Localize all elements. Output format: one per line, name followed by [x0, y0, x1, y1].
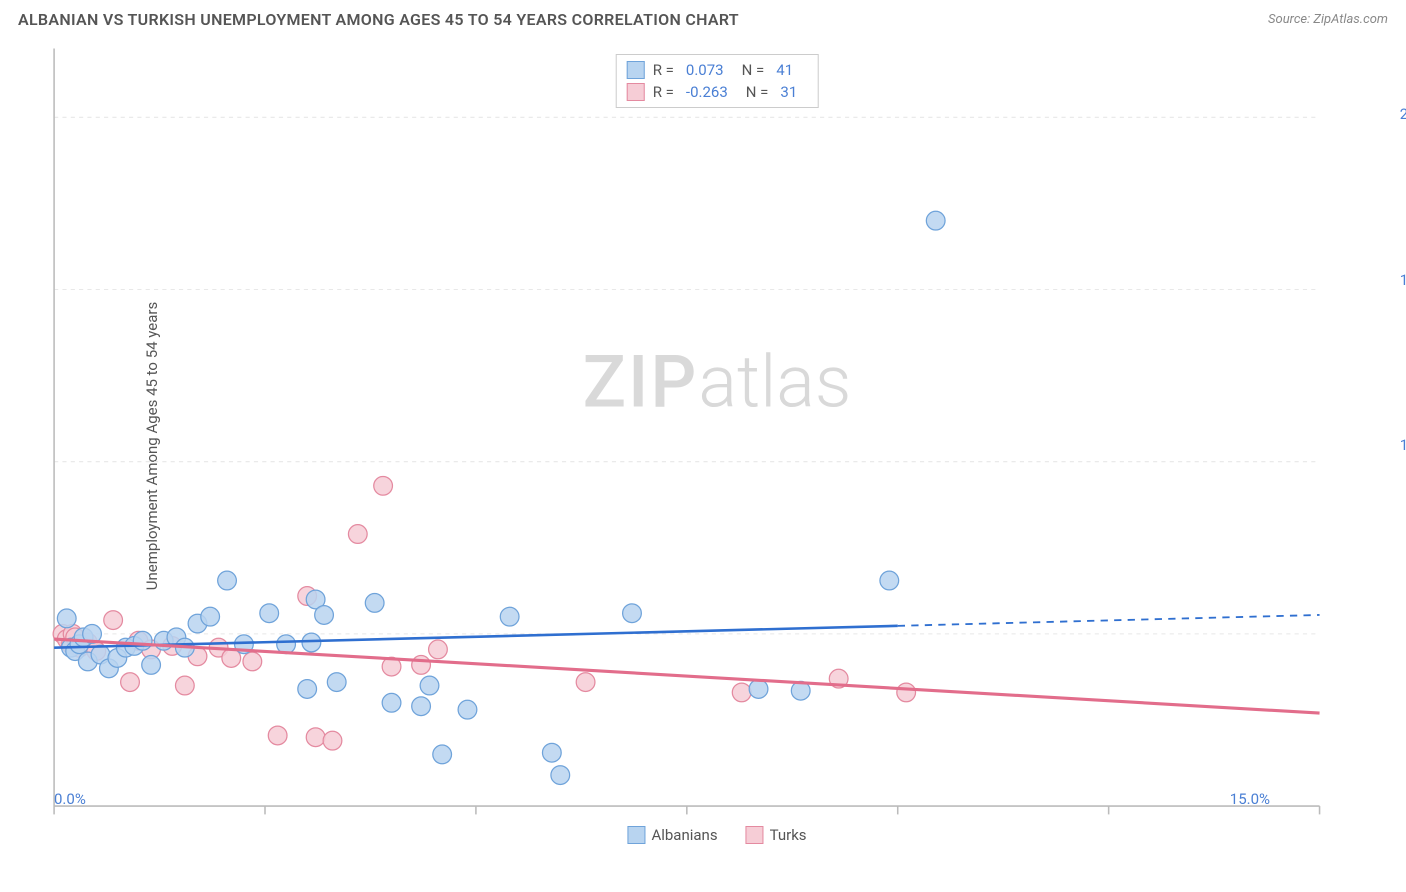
y-tick-label: 20.0%	[1400, 105, 1406, 123]
legend-item-albanians: Albanians	[627, 826, 717, 844]
chart-title: ALBANIAN VS TURKISH UNEMPLOYMENT AMONG A…	[18, 10, 739, 29]
legend-top: R = 0.073 N = 41 R = -0.263 N = 31	[616, 54, 819, 108]
swatch-albanians-bottom	[627, 826, 645, 844]
chart-area: ZIPatlas R = 0.073 N = 41 R = -0.263 N =…	[52, 46, 1382, 846]
scatter-plot	[52, 46, 1382, 846]
swatch-turks	[627, 83, 645, 101]
y-tick-label: 15.0%	[1400, 271, 1406, 289]
n-value-albanians: 41	[776, 61, 793, 79]
swatch-turks-bottom	[746, 826, 764, 844]
legend-row-turks: R = -0.263 N = 31	[627, 81, 808, 103]
y-tick-label: 10.0%	[1400, 436, 1406, 454]
legend-label-albanians: Albanians	[651, 826, 717, 844]
x-tick-label: 15.0%	[1230, 790, 1270, 808]
r-value-turks: -0.263	[686, 83, 728, 101]
r-label: R =	[653, 61, 674, 79]
legend-item-turks: Turks	[746, 826, 807, 844]
legend-label-turks: Turks	[770, 826, 807, 844]
title-bar: ALBANIAN VS TURKISH UNEMPLOYMENT AMONG A…	[0, 0, 1406, 35]
r-label: R =	[653, 83, 674, 101]
legend-row-albanians: R = 0.073 N = 41	[627, 59, 808, 81]
x-tick-label: 0.0%	[54, 790, 86, 808]
n-label: N =	[742, 61, 765, 79]
source-label: Source: ZipAtlas.com	[1268, 12, 1388, 27]
n-value-turks: 31	[780, 83, 797, 101]
r-value-albanians: 0.073	[686, 61, 724, 79]
legend-bottom: Albanians Turks	[627, 826, 806, 844]
n-label: N =	[746, 83, 769, 101]
swatch-albanians	[627, 61, 645, 79]
